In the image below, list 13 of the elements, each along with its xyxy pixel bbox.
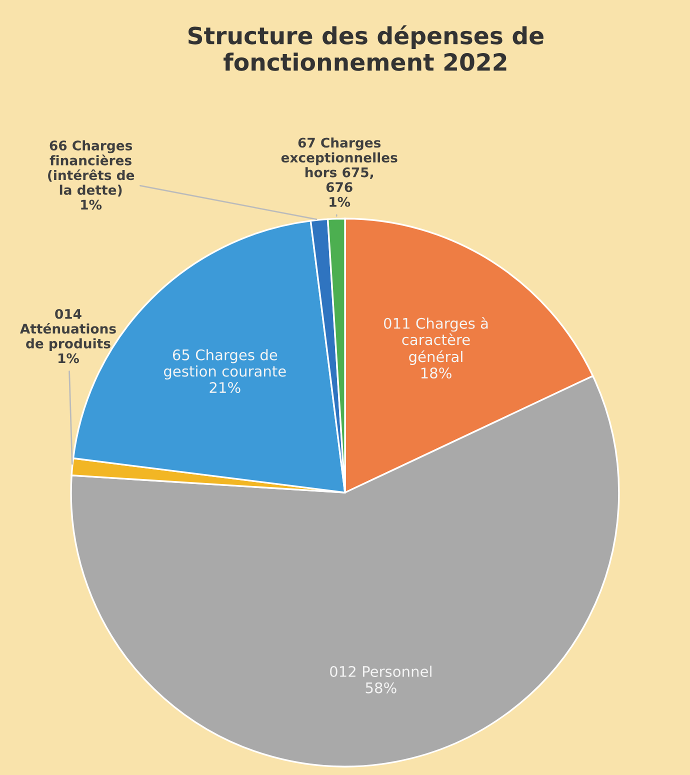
data-label: 1% xyxy=(330,196,350,207)
slice-label: 67 Charges exceptionnelles hors 675, 676 xyxy=(281,137,398,192)
slice-label: 012 Personnel xyxy=(330,666,432,678)
slice-label: 014 Atténuations de produits xyxy=(20,308,116,352)
data-label: 1% xyxy=(58,353,80,364)
slice-label: 011 Charges à caractère général xyxy=(384,316,488,366)
data-label: 58% xyxy=(366,682,396,694)
data-label: 21% xyxy=(210,382,240,394)
slice-label: 66 Charges financières (intérêts de la dette) xyxy=(48,140,134,196)
slice-label: 65 Charges de gestion courante xyxy=(164,349,286,380)
data-label: 1% xyxy=(81,200,102,210)
chart-title: Structure des dépenses de fonctionnement 2022 xyxy=(188,25,544,71)
data-label: 18% xyxy=(421,368,452,379)
